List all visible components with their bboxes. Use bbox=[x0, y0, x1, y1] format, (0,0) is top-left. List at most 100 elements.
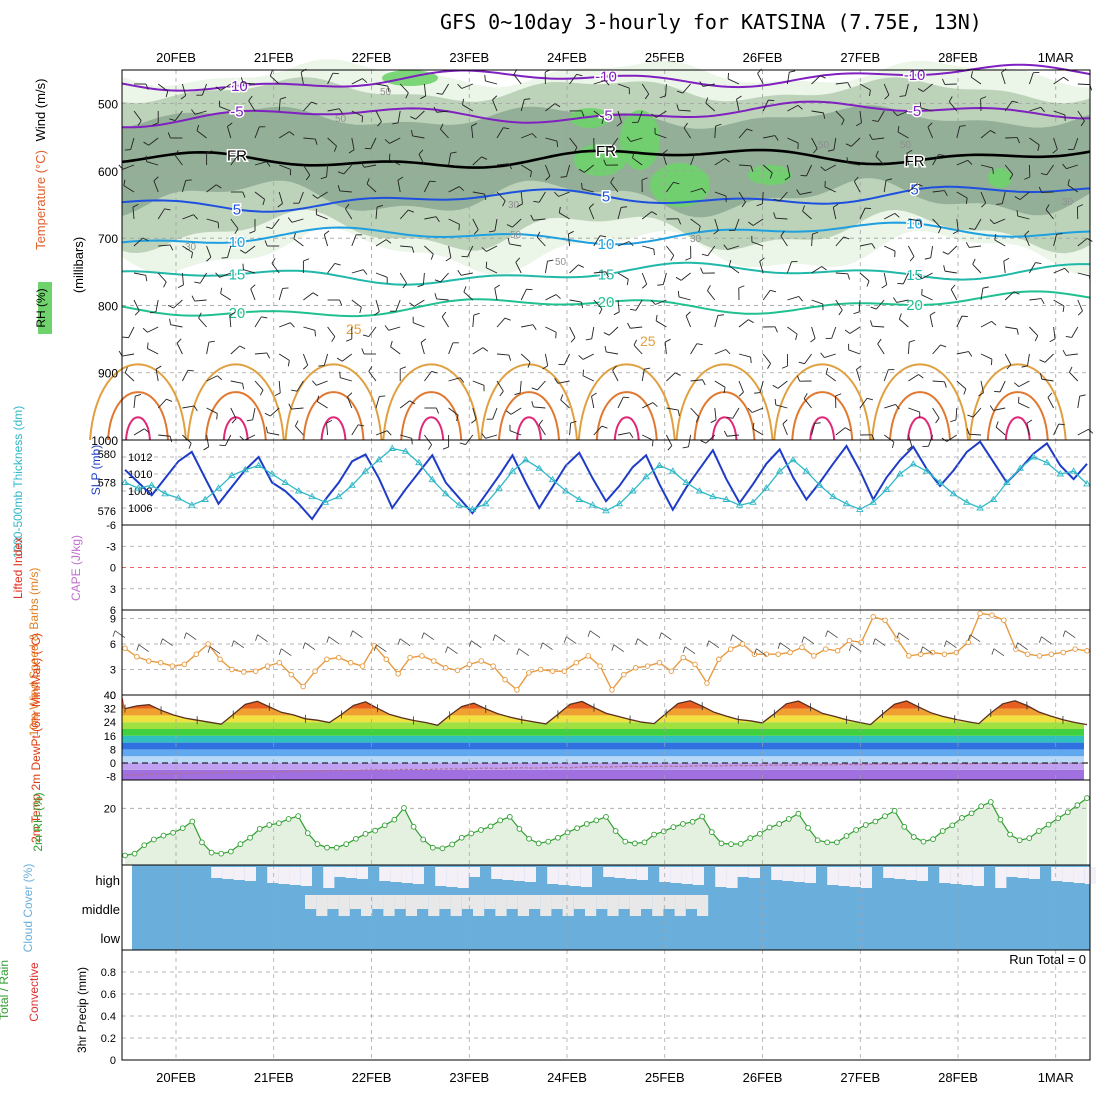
wind-barb bbox=[787, 296, 800, 301]
wind-barb bbox=[738, 380, 744, 393]
wind-barb-flag bbox=[405, 92, 409, 99]
wind-barb bbox=[630, 326, 643, 329]
wind-barb-flag bbox=[227, 122, 233, 127]
wind-barb-flag bbox=[269, 70, 273, 77]
wind-barb bbox=[980, 320, 992, 328]
wind-barb bbox=[757, 73, 764, 85]
wind-barb bbox=[678, 109, 691, 112]
wind-barb bbox=[993, 218, 1006, 225]
wind-barb bbox=[323, 234, 329, 247]
rh2m-marker bbox=[891, 807, 898, 814]
wind-barb bbox=[859, 398, 868, 409]
wind-barb bbox=[133, 428, 145, 436]
wind-barb bbox=[133, 237, 144, 247]
thickness-marker bbox=[508, 467, 517, 474]
wind-barb bbox=[685, 315, 692, 328]
wind-barb bbox=[799, 191, 812, 195]
thickness-marker bbox=[161, 489, 169, 497]
wind-barb-flag bbox=[484, 74, 486, 81]
wind10m-marker bbox=[442, 665, 449, 671]
wind-barb-flag bbox=[581, 182, 583, 189]
wind-barb bbox=[714, 407, 717, 420]
wind-barb bbox=[955, 407, 958, 421]
slp-tick-label: 1006 bbox=[128, 503, 152, 515]
wind-barb-flag bbox=[384, 139, 390, 144]
wind-barb bbox=[227, 245, 232, 258]
wind-barb-flag bbox=[240, 249, 246, 254]
wind-barb bbox=[388, 326, 401, 331]
wind-barb-flag bbox=[1035, 262, 1042, 264]
wind-barb bbox=[727, 434, 740, 437]
rh2m-marker bbox=[824, 839, 831, 846]
wind10m-barb-flag bbox=[801, 636, 805, 643]
cloud-high-clear bbox=[345, 867, 357, 878]
wind-barb-flag bbox=[1065, 336, 1072, 338]
wind-barb bbox=[1029, 298, 1042, 301]
wind-barb-flag bbox=[1001, 68, 1007, 73]
thickness-marker bbox=[856, 505, 864, 512]
wind-barb bbox=[956, 380, 967, 390]
wind-barb bbox=[155, 369, 159, 382]
wind-barb bbox=[1019, 191, 1030, 200]
cloud-middle-clear bbox=[529, 895, 541, 909]
wind-barb-flag bbox=[337, 185, 341, 192]
wind-barb-flag bbox=[738, 391, 744, 397]
wind10m-marker bbox=[1084, 648, 1090, 654]
wind-barb bbox=[448, 218, 460, 225]
wind-barb-flag bbox=[630, 308, 637, 311]
wind-barb bbox=[389, 137, 401, 144]
wind10m-marker bbox=[205, 641, 211, 647]
wind-barb-flag bbox=[1040, 172, 1047, 176]
wind10m-barb bbox=[1041, 636, 1052, 645]
wind10m-barb bbox=[542, 642, 553, 651]
thickness-marker bbox=[228, 471, 236, 478]
wind10m-marker bbox=[407, 654, 413, 661]
cloud-middle-clear bbox=[663, 895, 675, 909]
wind-barb bbox=[932, 218, 942, 228]
wind-barb bbox=[1003, 261, 1006, 274]
wind-barb bbox=[593, 299, 603, 310]
thickness-marker bbox=[762, 484, 771, 491]
wind-barb-flag bbox=[820, 166, 826, 171]
lifted-index-tick-label: -3 bbox=[106, 541, 116, 553]
wind-barb bbox=[537, 380, 546, 391]
wind-barb bbox=[908, 407, 920, 413]
wind-barb bbox=[327, 108, 340, 112]
wind10m-marker bbox=[834, 648, 841, 654]
wind-barb bbox=[295, 425, 304, 436]
cloud-middle-clear bbox=[495, 895, 507, 916]
wind-barb bbox=[448, 407, 459, 416]
wind-barb bbox=[1077, 110, 1085, 122]
wind-barb-flag bbox=[810, 338, 816, 343]
wind-barb bbox=[472, 315, 475, 328]
cloud-high-clear bbox=[748, 867, 760, 878]
wind10m-marker bbox=[300, 683, 306, 690]
wind-barb-flag bbox=[814, 422, 821, 424]
cloud-high-clear bbox=[1028, 867, 1040, 879]
rh2m-marker bbox=[1055, 815, 1061, 822]
wind-barb bbox=[254, 316, 262, 328]
wind-barb bbox=[271, 218, 280, 229]
rh2m-marker bbox=[968, 810, 975, 817]
thickness-marker bbox=[682, 478, 690, 485]
wind-barb-flag bbox=[494, 284, 501, 289]
wind-barb bbox=[727, 245, 740, 250]
wind-barb-flag bbox=[841, 119, 845, 126]
wind-barb bbox=[947, 245, 958, 255]
cloud-high-clear bbox=[211, 867, 223, 878]
wind10m-barb bbox=[471, 640, 482, 649]
wind-barb bbox=[418, 154, 425, 166]
wind-barb bbox=[545, 294, 557, 301]
cloud-high-clear bbox=[267, 867, 279, 883]
wind-barb-flag bbox=[145, 275, 148, 282]
wind10m-marker bbox=[252, 668, 259, 674]
wind10m-marker bbox=[858, 639, 865, 646]
wind-barb-flag bbox=[242, 263, 244, 270]
wind-barb bbox=[1046, 164, 1054, 176]
wind-barb-flag bbox=[616, 122, 622, 127]
wind10m-barb-flag bbox=[302, 642, 306, 649]
rh2m-marker bbox=[785, 816, 792, 822]
wind-barb bbox=[1066, 164, 1078, 170]
wind10m-speed-line bbox=[124, 612, 1088, 692]
wind-barb bbox=[928, 434, 934, 447]
